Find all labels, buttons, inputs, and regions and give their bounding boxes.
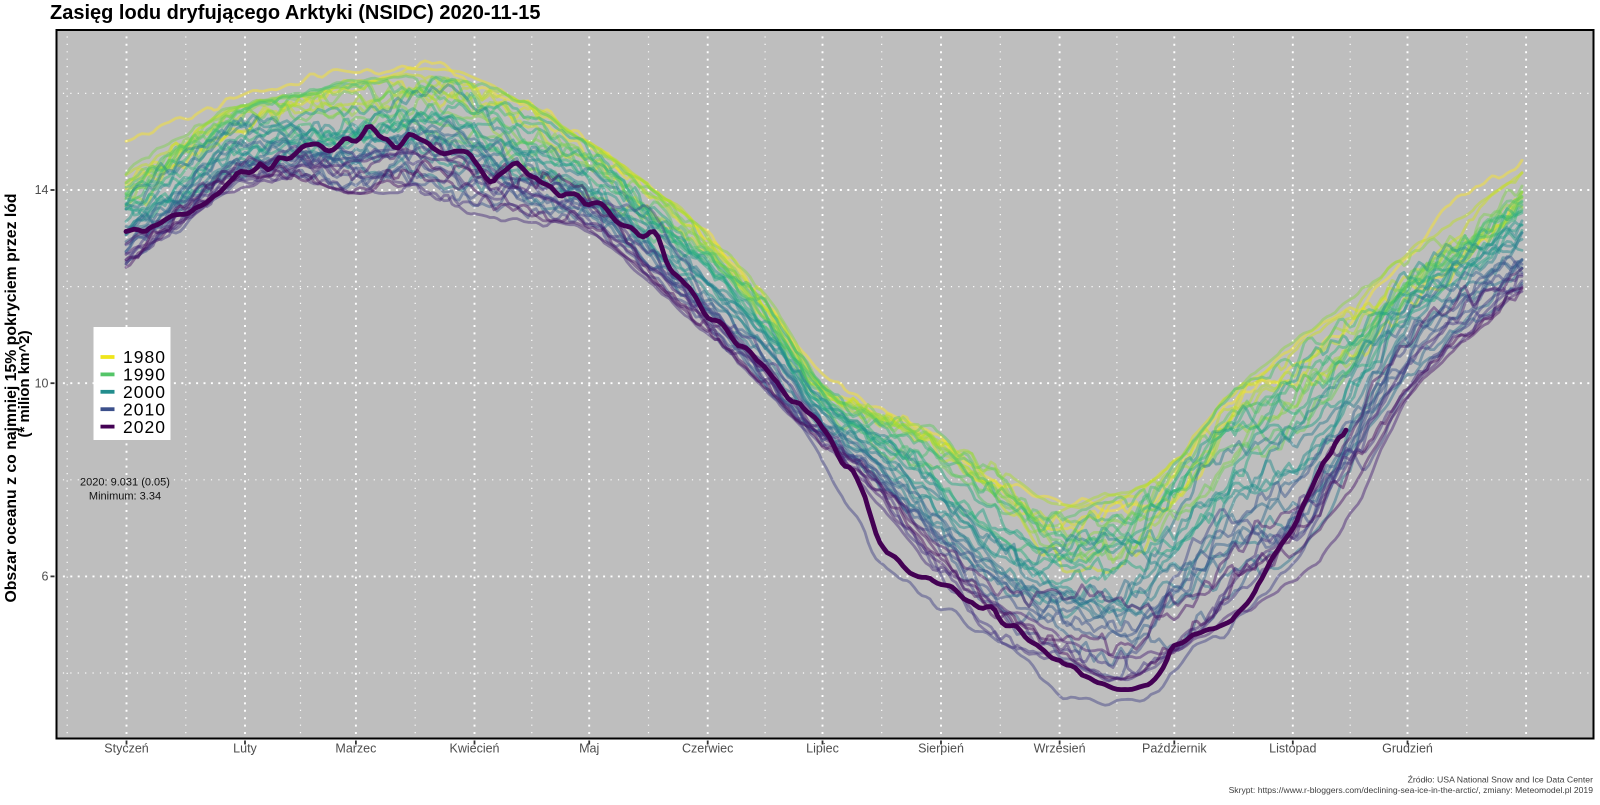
svg-text:Luty: Luty <box>233 742 257 756</box>
svg-text:1980: 1980 <box>123 347 166 367</box>
svg-text:2020: 9.031 (0.05): 2020: 9.031 (0.05) <box>80 477 170 489</box>
svg-text:10: 10 <box>35 376 49 390</box>
svg-text:Listopad: Listopad <box>1269 742 1316 756</box>
svg-text:Kwiecień: Kwiecień <box>449 742 499 756</box>
svg-text:2010: 2010 <box>123 399 166 419</box>
svg-text:2020: 2020 <box>123 417 166 437</box>
svg-text:6: 6 <box>42 570 49 584</box>
svg-text:Październik: Październik <box>1142 742 1207 756</box>
svg-text:Maj: Maj <box>579 742 599 756</box>
svg-text:Sierpień: Sierpień <box>918 742 964 756</box>
svg-text:Grudzień: Grudzień <box>1382 742 1433 756</box>
svg-text:Skrypt: https://www.r-bloggers: Skrypt: https://www.r-bloggers.com/decli… <box>1229 785 1594 795</box>
svg-text:Marzec: Marzec <box>335 742 376 756</box>
svg-text:Minimum: 3.34: Minimum: 3.34 <box>89 491 161 503</box>
svg-text:1990: 1990 <box>123 365 166 385</box>
svg-text:Wrzesień: Wrzesień <box>1034 742 1086 756</box>
svg-text:Obszar oceanu z co najmniej 15: Obszar oceanu z co najmniej 15% pokrycie… <box>3 193 20 602</box>
svg-text:2000: 2000 <box>123 382 166 402</box>
svg-text:Czerwiec: Czerwiec <box>682 742 733 756</box>
svg-text:Styczeń: Styczeń <box>104 742 149 756</box>
svg-text:Źródło: USA National Snow and: Źródło: USA National Snow and Ice Data C… <box>1408 775 1594 785</box>
svg-text:14: 14 <box>35 183 49 197</box>
svg-text:(* milion km^2): (* milion km^2) <box>16 330 33 437</box>
svg-text:Zasięg lodu dryfującego Arktyk: Zasięg lodu dryfującego Arktyki (NSIDC) … <box>50 2 541 24</box>
svg-text:Lipiec: Lipiec <box>806 742 839 756</box>
